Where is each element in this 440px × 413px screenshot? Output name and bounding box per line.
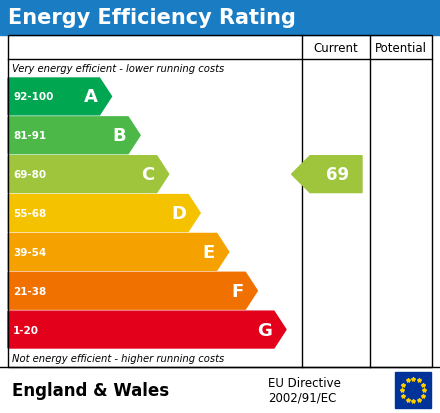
- Text: 1-20: 1-20: [13, 325, 39, 335]
- Bar: [0, 0, 440, 36]
- Text: 81-91: 81-91: [13, 131, 46, 141]
- Text: 39-54: 39-54: [13, 247, 46, 257]
- Bar: [0, 367, 440, 413]
- Text: D: D: [171, 204, 186, 223]
- Text: E: E: [202, 243, 215, 261]
- Text: 92-100: 92-100: [13, 92, 53, 102]
- Text: Not energy efficient - higher running costs: Not energy efficient - higher running co…: [12, 353, 224, 363]
- Polygon shape: [8, 311, 286, 348]
- Bar: [8, 36, 432, 367]
- Text: 2002/91/EC: 2002/91/EC: [268, 391, 336, 404]
- Text: EU Directive: EU Directive: [268, 377, 341, 389]
- Polygon shape: [8, 273, 257, 309]
- Text: 69: 69: [326, 166, 349, 184]
- Polygon shape: [8, 195, 200, 232]
- Text: Current: Current: [314, 41, 358, 55]
- Text: England & Wales: England & Wales: [12, 381, 169, 399]
- Text: C: C: [142, 166, 155, 184]
- Polygon shape: [8, 234, 229, 271]
- Text: 69-80: 69-80: [13, 170, 46, 180]
- Text: B: B: [113, 127, 126, 145]
- Text: A: A: [84, 88, 98, 106]
- Bar: [395, 372, 431, 408]
- Text: Very energy efficient - lower running costs: Very energy efficient - lower running co…: [12, 64, 224, 74]
- Polygon shape: [8, 118, 140, 154]
- Text: 55-68: 55-68: [13, 209, 46, 218]
- Text: G: G: [257, 321, 272, 339]
- Polygon shape: [292, 157, 362, 193]
- Text: Potential: Potential: [375, 41, 427, 55]
- Polygon shape: [8, 79, 111, 116]
- Text: Energy Efficiency Rating: Energy Efficiency Rating: [8, 8, 296, 28]
- Text: 21-38: 21-38: [13, 286, 46, 296]
- Polygon shape: [8, 157, 169, 193]
- Text: F: F: [231, 282, 243, 300]
